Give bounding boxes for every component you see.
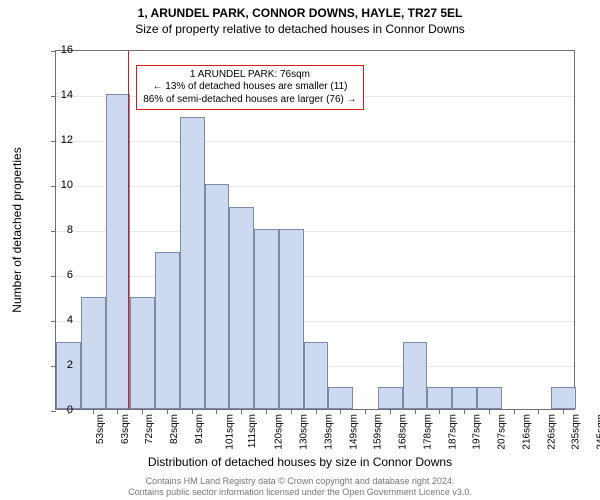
ytick-label: 2 [53,359,73,371]
ytick-label: 10 [53,179,73,191]
xtick-mark [142,409,143,414]
plot-area: 1 ARUNDEL PARK: 76sqm← 13% of detached h… [55,50,575,410]
annotation-line: 86% of semi-detached houses are larger (… [143,94,356,107]
footer-line2: Contains public sector information licen… [0,487,600,498]
histogram-bar [304,342,329,410]
gridline-h [56,141,574,142]
xtick-mark [68,409,69,414]
xtick-mark [216,409,217,414]
histogram-bar [56,342,81,410]
ytick-label: 16 [53,44,73,56]
xtick-label: 245sqm [596,414,600,450]
ytick-label: 0 [53,404,73,416]
annotation-line: 1 ARUNDEL PARK: 76sqm [143,69,356,82]
histogram-bar [551,387,576,410]
annotation-line: ← 13% of detached houses are smaller (11… [143,81,356,94]
xtick-label: 120sqm [274,414,285,450]
histogram-bar [452,387,477,410]
histogram-bar [254,229,279,409]
gridline-h [56,231,574,232]
footer-line1: Contains HM Land Registry data © Crown c… [0,476,600,487]
title-line1: 1, ARUNDEL PARK, CONNOR DOWNS, HAYLE, TR… [0,6,600,20]
xtick-mark [415,409,416,414]
xtick-mark [390,409,391,414]
xtick-mark [340,409,341,414]
xtick-mark [464,409,465,414]
x-axis-label: Distribution of detached houses by size … [0,455,600,469]
gridline-h [56,276,574,277]
xtick-mark [563,409,564,414]
histogram-bar [229,207,254,410]
histogram-bar [328,387,353,410]
histogram-bar [403,342,428,410]
title-line2: Size of property relative to detached ho… [0,22,600,36]
histogram-bar [130,297,155,410]
xtick-mark [514,409,515,414]
xtick-mark [291,409,292,414]
xtick-mark [439,409,440,414]
xtick-label: 216sqm [521,414,532,450]
xtick-mark [192,409,193,414]
ytick-label: 8 [53,224,73,236]
chart-container: 1, ARUNDEL PARK, CONNOR DOWNS, HAYLE, TR… [0,0,600,500]
histogram-bar [427,387,452,410]
xtick-label: 91sqm [194,414,205,444]
xtick-label: 178sqm [422,414,433,450]
xtick-label: 235sqm [571,414,582,450]
xtick-label: 72sqm [144,414,155,444]
xtick-label: 207sqm [497,414,508,450]
xtick-label: 159sqm [373,414,384,450]
xtick-label: 149sqm [348,414,359,450]
histogram-bar [205,184,230,409]
histogram-bar [279,229,304,409]
xtick-mark [241,409,242,414]
marker-line [128,51,129,409]
xtick-label: 130sqm [299,414,310,450]
annotation-box: 1 ARUNDEL PARK: 76sqm← 13% of detached h… [136,65,363,111]
xtick-mark [365,409,366,414]
xtick-label: 139sqm [323,414,334,450]
ytick-label: 14 [53,89,73,101]
histogram-bar [180,117,205,410]
xtick-label: 101sqm [224,414,235,450]
title-block: 1, ARUNDEL PARK, CONNOR DOWNS, HAYLE, TR… [0,6,600,36]
histogram-bar [477,387,502,410]
histogram-bar [155,252,180,410]
xtick-label: 53sqm [95,414,106,444]
histogram-bar [106,94,131,409]
xtick-mark [489,409,490,414]
xtick-label: 168sqm [398,414,409,450]
histogram-bar [378,387,403,410]
gridline-h [56,186,574,187]
ytick-label: 6 [53,269,73,281]
xtick-label: 197sqm [472,414,483,450]
xtick-mark [167,409,168,414]
xtick-label: 63sqm [120,414,131,444]
xtick-mark [93,409,94,414]
xtick-mark [117,409,118,414]
footer-attribution: Contains HM Land Registry data © Crown c… [0,476,600,498]
ytick-label: 12 [53,134,73,146]
xtick-label: 111sqm [248,414,259,448]
xtick-label: 187sqm [447,414,458,450]
xtick-mark [538,409,539,414]
histogram-bar [81,297,106,410]
xtick-mark [266,409,267,414]
xtick-label: 82sqm [169,414,180,444]
ytick-label: 4 [53,314,73,326]
xtick-mark [316,409,317,414]
xtick-label: 226sqm [546,414,557,450]
